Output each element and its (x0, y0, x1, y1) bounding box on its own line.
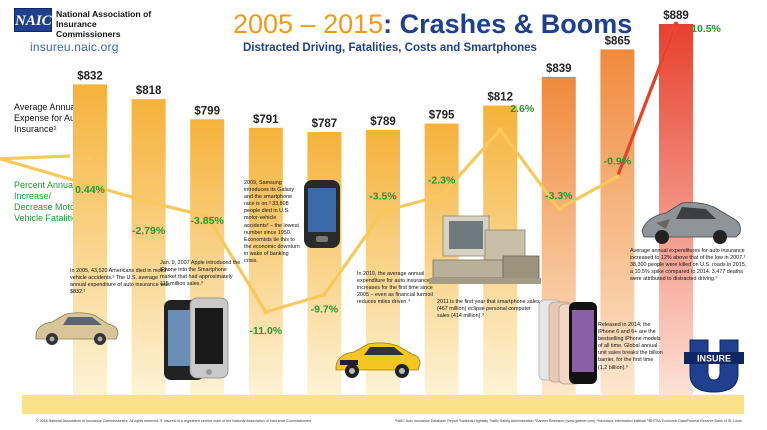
audi-car-image (335, 342, 421, 378)
sedan-car-image (35, 312, 119, 345)
line-point-2011 (439, 193, 444, 198)
title-rest: : Crashes & Booms (383, 9, 633, 39)
bar-value-label-2013: $839 (546, 63, 572, 75)
bar-value-label-2009: $787 (312, 118, 338, 130)
bar-value-label-2007: $799 (194, 105, 220, 117)
bar-value-label-2011: $795 (429, 110, 455, 122)
percent-label-2009: -9.7% (311, 304, 339, 316)
line-point-2013 (556, 206, 562, 212)
bar-value-label-2008: $791 (253, 114, 279, 126)
bar-value-label-2005: $832 (77, 70, 103, 82)
line-point-2009 (322, 292, 327, 297)
percent-label-2012: 2.6% (510, 103, 535, 115)
bar-value-label-2015: $889 (663, 10, 689, 22)
naic-badge: NAIC (14, 8, 52, 32)
year-axis-band (22, 395, 744, 414)
bar-2006 (131, 99, 166, 396)
page-subtitle: Distracted Driving, Fatalities, Costs an… (243, 42, 537, 54)
line-point-2010 (380, 209, 386, 214)
bar-2011 (424, 123, 459, 395)
note-2011: 2011 is the first year that smartphone s… (437, 299, 540, 320)
percent-label-2011: -2.3% (428, 174, 456, 186)
note-2009: 2009, Samsung introduces its Galaxy and … (244, 180, 300, 265)
bar-2008 (248, 127, 283, 395)
note-2010: In 2010, the average annual expenditure … (357, 271, 433, 306)
bar-value-label-2014: $865 (605, 35, 631, 47)
fatality-line-2015-segment (615, 23, 678, 178)
percent-label-2007: -3.85% (191, 215, 225, 227)
bar-2014 (600, 49, 635, 395)
percent-label-2015: 10.5% (691, 23, 721, 35)
wrecked-car-image (641, 202, 741, 244)
fatality-change-line (0, 23, 678, 314)
iphone6-image (538, 299, 597, 385)
percent-label-2013: -3.3% (545, 190, 573, 202)
bar-value-label-2010: $789 (370, 116, 396, 128)
line-point-2005 (87, 156, 93, 162)
percent-label-2010: -3.5% (369, 191, 397, 203)
line-point-2006 (146, 199, 152, 205)
note-2007: Jan. 9, 2007 Apple introduced the iPhone… (160, 260, 241, 288)
line-point-2007 (204, 213, 210, 219)
iphone-image (164, 297, 229, 380)
site-url[interactable]: insureu.naic.org (30, 40, 119, 54)
org-name: National Association of Insurance Commis… (56, 9, 152, 39)
footer-left: © 2018 National Association of Insurance… (36, 419, 313, 423)
expense-axis-label: Average Annual Expense for Auto Insuranc… (14, 102, 83, 134)
line-point-2015 (673, 21, 679, 27)
title-years: 2005 – 2015 (233, 9, 384, 39)
page-title: 2005 – 2015: Crashes & Booms (233, 8, 632, 40)
insure-u-badge: INSURE (684, 339, 744, 393)
line-point-2012 (497, 127, 503, 133)
line-point-2014 (615, 174, 620, 180)
percent-label-2005: 0.44% (75, 184, 105, 196)
note-2015: Average annual expenditures for auto ins… (630, 248, 747, 283)
bar-2005 (73, 84, 107, 396)
old-electronics-image (429, 215, 541, 284)
bar-2009 (307, 132, 342, 395)
bar-value-label-2012: $812 (487, 92, 513, 104)
percent-label-2008: -11.0% (249, 325, 282, 337)
percent-label-2006: -2.79% (132, 225, 166, 237)
line-point-2008 (263, 309, 269, 315)
percent-axis-label: Percent Annual Increase/ Decrease Motor-… (14, 180, 85, 223)
galaxy-phone-image (304, 180, 340, 248)
insure-badge-text: INSURE (697, 354, 731, 364)
bar-value-label-2006: $818 (136, 85, 162, 97)
naic-logo: NAIC National Association of Insurance C… (14, 8, 151, 39)
footer-right: ¹NAIC Auto Insurance Database Report ²Na… (395, 419, 742, 423)
note-2014: Released in 2014, the iPhone 6 and 6+ ar… (598, 322, 663, 371)
percent-label-2014: -0.9% (604, 156, 632, 168)
note-2005: In 2005, 43,520 Americans died in motor-… (70, 268, 170, 296)
